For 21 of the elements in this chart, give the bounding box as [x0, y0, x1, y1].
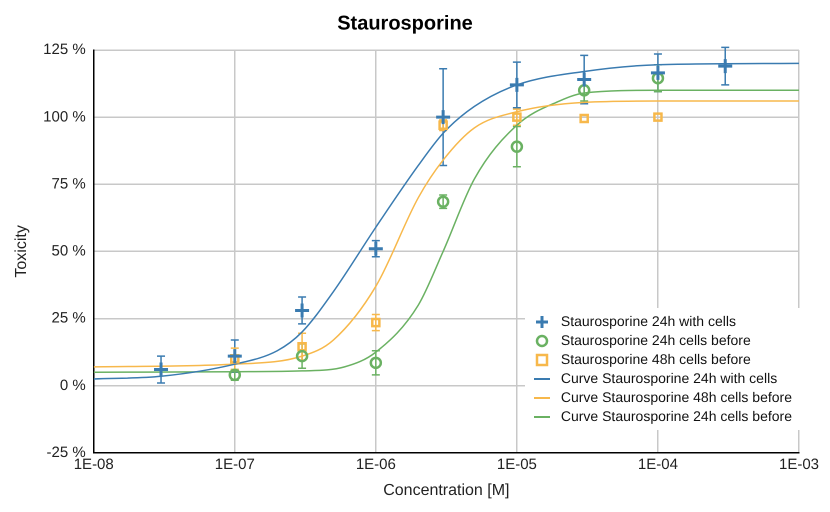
x-tick-label: 1E-03: [778, 456, 819, 473]
legend-label: Curve Staurosporine 24h with cells: [560, 369, 778, 388]
legend-label: Staurosporine 24h cells before: [560, 331, 751, 350]
legend-label: Staurosporine 48h cells before: [560, 350, 751, 369]
y-axis-title: Toxicity: [13, 225, 30, 278]
y-tick-label: 75 %: [52, 175, 86, 192]
y-tick-label: 25 %: [52, 310, 86, 327]
x-tick-label: 1E-04: [638, 456, 678, 473]
y-tick-label: 0 %: [60, 376, 86, 394]
legend-label: Staurosporine 24h with cells: [560, 312, 736, 331]
x-tick-label: 1E-06: [356, 456, 396, 473]
x-axis-title: Concentration [M]: [383, 482, 510, 499]
chart-title: Staurosporine: [337, 12, 473, 35]
y-tick-label: 50 %: [52, 242, 86, 260]
x-tick-label: 1E-08: [74, 456, 114, 473]
x-tick-label: 1E-07: [214, 456, 255, 473]
x-tick-label: 1E-05: [496, 456, 537, 473]
y-tick-label: 125 %: [43, 41, 86, 58]
y-tick-label: 100 %: [43, 108, 86, 126]
legend-label: Curve Staurosporine 48h cells before: [560, 388, 792, 407]
legend-label: Curve Staurosporine 24h cells before: [560, 407, 792, 426]
